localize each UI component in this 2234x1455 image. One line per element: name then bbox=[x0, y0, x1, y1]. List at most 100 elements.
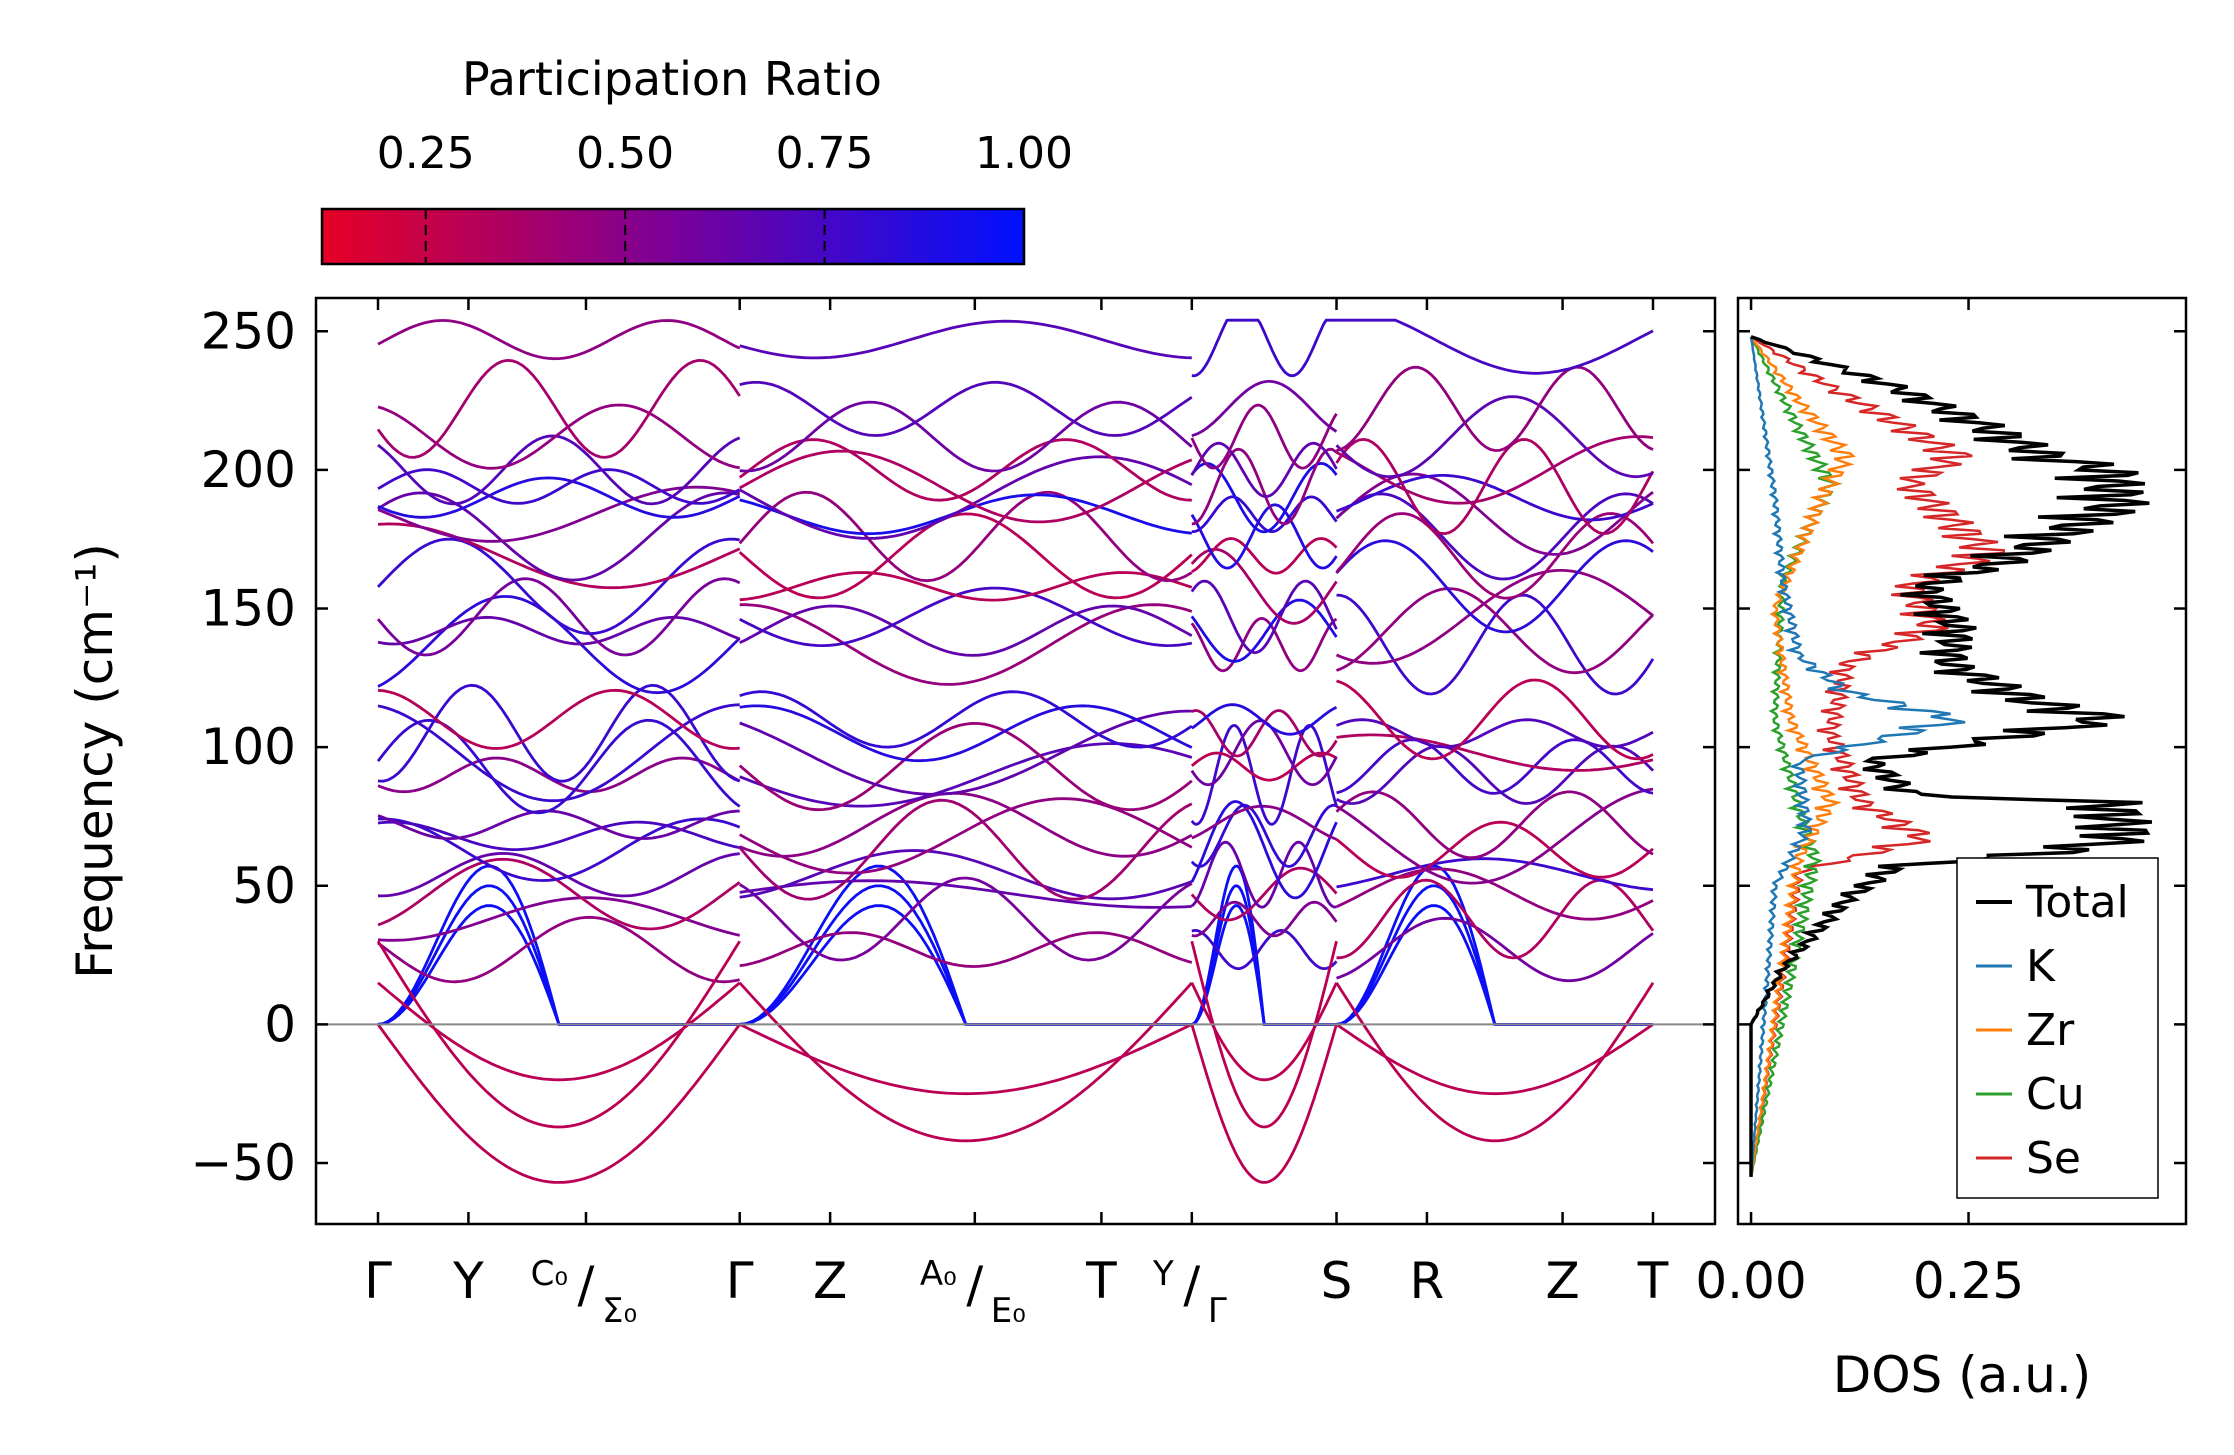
phonon-band-line bbox=[377, 688, 740, 750]
phonon-band-line bbox=[377, 756, 741, 794]
phonon-band-line bbox=[1336, 318, 1654, 375]
phonon-band-line bbox=[1335, 437, 1655, 536]
phonon-band-line bbox=[1336, 916, 1654, 983]
phonon-band-line bbox=[1191, 318, 1337, 378]
k-tick-label: Z bbox=[1545, 1252, 1579, 1310]
dos-line bbox=[1749, 335, 2153, 1177]
k-tick-label: T bbox=[1085, 1252, 1117, 1310]
unstable-mode-line bbox=[376, 1023, 741, 1184]
dos-panel: 0.00 0.25 DOS (a.u.) Total K Zr Cu Se bbox=[1695, 296, 2188, 1404]
phonon-band-line bbox=[1336, 678, 1654, 761]
phonon-band-line bbox=[739, 931, 1193, 968]
phonon-band-line bbox=[738, 490, 1193, 583]
kpoint-ticks: Γ Y C₀ / Σ₀Γ Z A₀ / E₀T Y / ΓS R Z T bbox=[364, 298, 1669, 1331]
phonon-band-line bbox=[377, 319, 741, 361]
phonon-band-line bbox=[1335, 790, 1654, 860]
k-tick-label: Z bbox=[813, 1252, 847, 1310]
phonon-band-line bbox=[1190, 403, 1338, 470]
legend-box bbox=[1956, 857, 2159, 1199]
y-tick-label: −50 bbox=[190, 1134, 296, 1192]
phonon-band-line bbox=[1336, 593, 1655, 696]
k-tick-label: / bbox=[578, 1256, 595, 1314]
phonon-band-line bbox=[739, 455, 1193, 540]
unstable-mode-line bbox=[1190, 982, 1338, 1082]
phonon-band-line bbox=[738, 438, 1192, 502]
phonon-band-line bbox=[1190, 840, 1337, 909]
phonon-band-line bbox=[1335, 512, 1655, 600]
colorbar: Participation Ratio 0.25 0.50 0.75 1.00 bbox=[320, 52, 1073, 266]
phonon-band-line bbox=[739, 709, 1192, 796]
phonon-band-line bbox=[739, 879, 1192, 909]
phonon-band-line bbox=[738, 798, 1193, 901]
band-axes-frame bbox=[314, 296, 1717, 1226]
unstable-mode-line bbox=[376, 940, 741, 1129]
legend-label: K bbox=[2026, 941, 2056, 992]
phonon-band-line bbox=[377, 485, 741, 543]
y-tick-label: 50 bbox=[232, 857, 296, 915]
dos-ticks: 0.00 0.25 bbox=[1695, 298, 2024, 1310]
phonon-band-line bbox=[739, 449, 1193, 524]
phonon-band-line bbox=[376, 537, 740, 636]
phonon-band-line bbox=[1190, 579, 1338, 655]
k-tick-label-sub: E₀ bbox=[991, 1291, 1026, 1331]
phonon-band-line bbox=[377, 817, 741, 882]
phonon-band-line bbox=[377, 403, 740, 470]
phonon-band-line bbox=[1335, 820, 1654, 879]
phonon-band-line bbox=[739, 380, 1193, 437]
dos-axis-label: DOS (a.u.) bbox=[1833, 1346, 2092, 1404]
phonon-band-line bbox=[738, 721, 1193, 812]
k-tick-label-sup: C₀ bbox=[531, 1254, 568, 1294]
phonon-band-line bbox=[1191, 495, 1338, 534]
phonon-band-line bbox=[1190, 503, 1338, 570]
colorbar-ticks: 0.25 0.50 0.75 1.00 bbox=[377, 128, 1073, 264]
colorbar-gradient bbox=[320, 207, 1026, 266]
y-tick-label: 0 bbox=[264, 995, 296, 1053]
legend-label: Total bbox=[2025, 877, 2129, 928]
phonon-band-line bbox=[377, 851, 740, 898]
legend-label: Cu bbox=[2026, 1069, 2085, 1120]
phonon-band-line bbox=[738, 876, 1193, 962]
phonon-band-line bbox=[1190, 548, 1338, 625]
phonon-band-line bbox=[1191, 703, 1338, 736]
phonon-band-line bbox=[1191, 380, 1338, 438]
phonon-band-line bbox=[377, 915, 740, 984]
dos-line bbox=[1749, 336, 1843, 1178]
phonon-band-line bbox=[377, 809, 740, 841]
phonon-band-line bbox=[377, 683, 741, 783]
phonon-band-line bbox=[1335, 492, 1654, 581]
frequency-ticks: −50 0 50 100 150 200 250 bbox=[190, 302, 1715, 1192]
phonon-band-line bbox=[377, 491, 741, 582]
phonon-bands bbox=[376, 318, 1655, 1184]
k-tick-label: / bbox=[1183, 1256, 1200, 1314]
phonon-band-line bbox=[739, 400, 1193, 473]
phonon-band-line bbox=[1190, 441, 1338, 498]
phonon-band-line bbox=[739, 571, 1193, 602]
colorbar-tick-label: 0.25 bbox=[377, 128, 475, 179]
unstable-mode-line bbox=[377, 981, 741, 1082]
y-tick-label: 250 bbox=[201, 302, 296, 360]
phonon-band-line bbox=[1336, 738, 1654, 795]
k-tick-label: Γ bbox=[364, 1252, 392, 1310]
phonon-band-line bbox=[739, 690, 1193, 749]
phonon-band-line bbox=[1190, 751, 1338, 782]
colorbar-tick-label: 0.50 bbox=[576, 128, 674, 179]
phonon-band-line bbox=[1191, 804, 1337, 841]
phonon-band-line bbox=[1336, 884, 1653, 1026]
dos-legend: Total K Zr Cu Se bbox=[1956, 857, 2159, 1199]
k-tick-label: Γ bbox=[726, 1252, 754, 1310]
k-tick-label-compound: Y / Γ bbox=[1152, 1254, 1227, 1331]
colorbar-label: Participation Ratio bbox=[462, 52, 882, 106]
unstable-mode-line bbox=[1190, 1024, 1338, 1184]
phonon-band-line bbox=[739, 586, 1193, 648]
y-tick-label: 200 bbox=[201, 441, 296, 499]
phonon-band-line bbox=[1190, 616, 1338, 673]
phonon-band-line bbox=[377, 703, 740, 803]
dos-x-tick-label: 0.25 bbox=[1913, 1252, 2024, 1310]
phonon-band-line bbox=[1191, 928, 1338, 971]
phonon-band-line bbox=[377, 857, 741, 931]
phonon-band-line bbox=[377, 476, 741, 519]
phonon-band-line bbox=[1191, 447, 1338, 526]
y-axis-label: Frequency (cm⁻¹) bbox=[66, 543, 124, 979]
k-tick-label-compound: A₀ / E₀ bbox=[920, 1254, 1026, 1331]
